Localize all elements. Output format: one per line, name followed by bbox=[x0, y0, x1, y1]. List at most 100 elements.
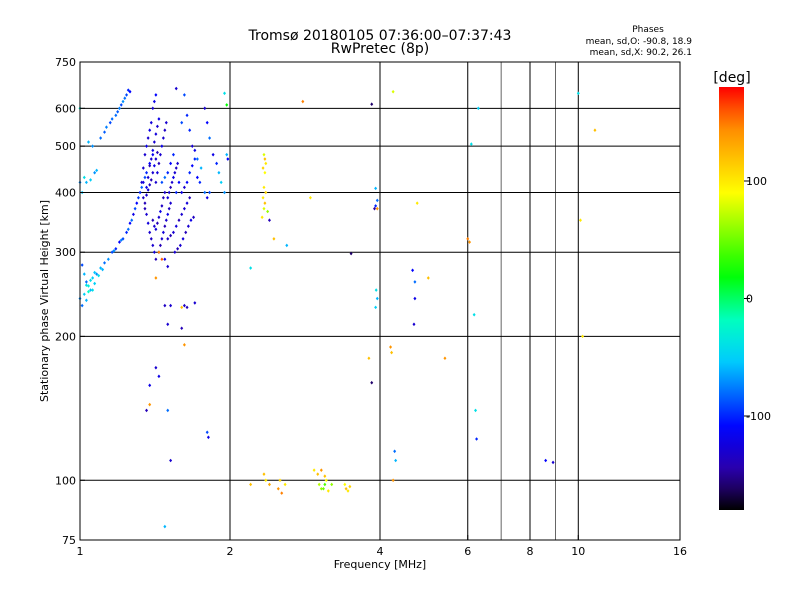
data-point bbox=[317, 482, 321, 487]
data-point bbox=[128, 221, 132, 226]
data-point bbox=[160, 180, 164, 185]
data-point bbox=[152, 99, 156, 104]
data-point bbox=[312, 468, 316, 472]
data-point bbox=[319, 486, 323, 491]
data-points bbox=[78, 86, 597, 529]
data-point bbox=[323, 482, 327, 487]
data-point bbox=[128, 89, 132, 94]
data-point bbox=[262, 152, 266, 157]
data-point bbox=[152, 163, 156, 168]
phase-stats-x: mean, sd,X: 90.2, 26.1 bbox=[590, 48, 692, 58]
data-point bbox=[140, 180, 144, 185]
data-point bbox=[219, 180, 223, 185]
data-point bbox=[119, 238, 123, 242]
data-point bbox=[266, 209, 270, 214]
data-point bbox=[167, 206, 171, 211]
data-point bbox=[145, 185, 149, 190]
data-point bbox=[264, 161, 268, 166]
data-point bbox=[160, 237, 164, 241]
x-tick-label: 10 bbox=[571, 545, 585, 558]
data-point bbox=[84, 283, 88, 287]
data-point bbox=[443, 356, 447, 361]
x-tick-label: 1 bbox=[77, 545, 84, 558]
data-point bbox=[82, 292, 86, 297]
data-point bbox=[174, 190, 178, 195]
data-point bbox=[581, 334, 585, 339]
data-point bbox=[176, 161, 180, 166]
data-point bbox=[349, 251, 353, 256]
data-point bbox=[180, 212, 184, 217]
data-point bbox=[106, 257, 110, 262]
data-point bbox=[169, 185, 173, 190]
data-point bbox=[130, 218, 134, 223]
data-point bbox=[125, 93, 129, 97]
data-point bbox=[84, 280, 88, 284]
data-point bbox=[164, 120, 168, 125]
data-point bbox=[205, 120, 209, 125]
data-point bbox=[151, 148, 155, 153]
data-point bbox=[148, 402, 152, 407]
data-point bbox=[344, 486, 348, 491]
data-point bbox=[148, 161, 152, 166]
data-point bbox=[469, 142, 473, 146]
data-point bbox=[195, 175, 199, 180]
data-point bbox=[474, 408, 478, 413]
data-point bbox=[180, 190, 184, 195]
data-point bbox=[370, 102, 374, 107]
data-point bbox=[145, 144, 149, 148]
data-point bbox=[323, 474, 327, 478]
data-point bbox=[374, 204, 378, 208]
y-tick-label: 500 bbox=[55, 140, 76, 153]
data-point bbox=[285, 243, 289, 248]
data-point bbox=[160, 204, 164, 208]
data-point bbox=[182, 303, 186, 308]
data-point bbox=[391, 89, 395, 94]
data-point bbox=[169, 303, 173, 308]
data-point bbox=[348, 484, 352, 489]
data-point bbox=[391, 478, 395, 483]
data-point bbox=[262, 185, 266, 190]
x-tick-label: 4 bbox=[377, 545, 384, 558]
data-point bbox=[82, 272, 86, 276]
data-point bbox=[114, 113, 118, 118]
data-point bbox=[301, 99, 305, 104]
data-point bbox=[112, 249, 116, 253]
y-axis-label: Stationary phase Virtual Height [km] bbox=[38, 200, 51, 402]
data-point bbox=[205, 195, 209, 200]
data-point bbox=[411, 268, 415, 273]
data-point bbox=[178, 243, 182, 248]
data-point bbox=[249, 482, 253, 487]
data-point bbox=[104, 125, 108, 129]
data-point bbox=[343, 482, 347, 487]
data-point bbox=[93, 281, 97, 286]
data-point bbox=[370, 380, 374, 385]
data-point bbox=[181, 237, 185, 241]
data-point bbox=[145, 170, 149, 175]
data-point bbox=[133, 206, 137, 211]
data-point bbox=[148, 230, 152, 235]
data-point bbox=[186, 224, 190, 229]
data-point bbox=[263, 157, 267, 161]
y-tick-label: 100 bbox=[55, 474, 76, 487]
data-point bbox=[158, 243, 162, 248]
data-point bbox=[272, 237, 276, 241]
data-point bbox=[177, 218, 181, 223]
data-point bbox=[249, 266, 253, 270]
data-point bbox=[182, 206, 186, 211]
data-point bbox=[97, 273, 101, 278]
data-point bbox=[208, 136, 212, 140]
data-point bbox=[119, 103, 123, 107]
data-point bbox=[166, 170, 170, 175]
data-point bbox=[108, 120, 112, 125]
data-point bbox=[375, 206, 379, 211]
plot-area bbox=[80, 62, 680, 540]
data-point bbox=[374, 305, 378, 310]
data-point bbox=[185, 305, 189, 310]
data-point bbox=[167, 190, 171, 195]
data-point bbox=[154, 257, 158, 262]
data-point bbox=[316, 472, 320, 476]
chart-subtitle: RwPretec (8p) bbox=[331, 41, 429, 57]
data-point bbox=[169, 161, 173, 166]
y-tick-label: 75 bbox=[62, 534, 76, 547]
colorbar-tick-label: -100 bbox=[746, 410, 771, 423]
